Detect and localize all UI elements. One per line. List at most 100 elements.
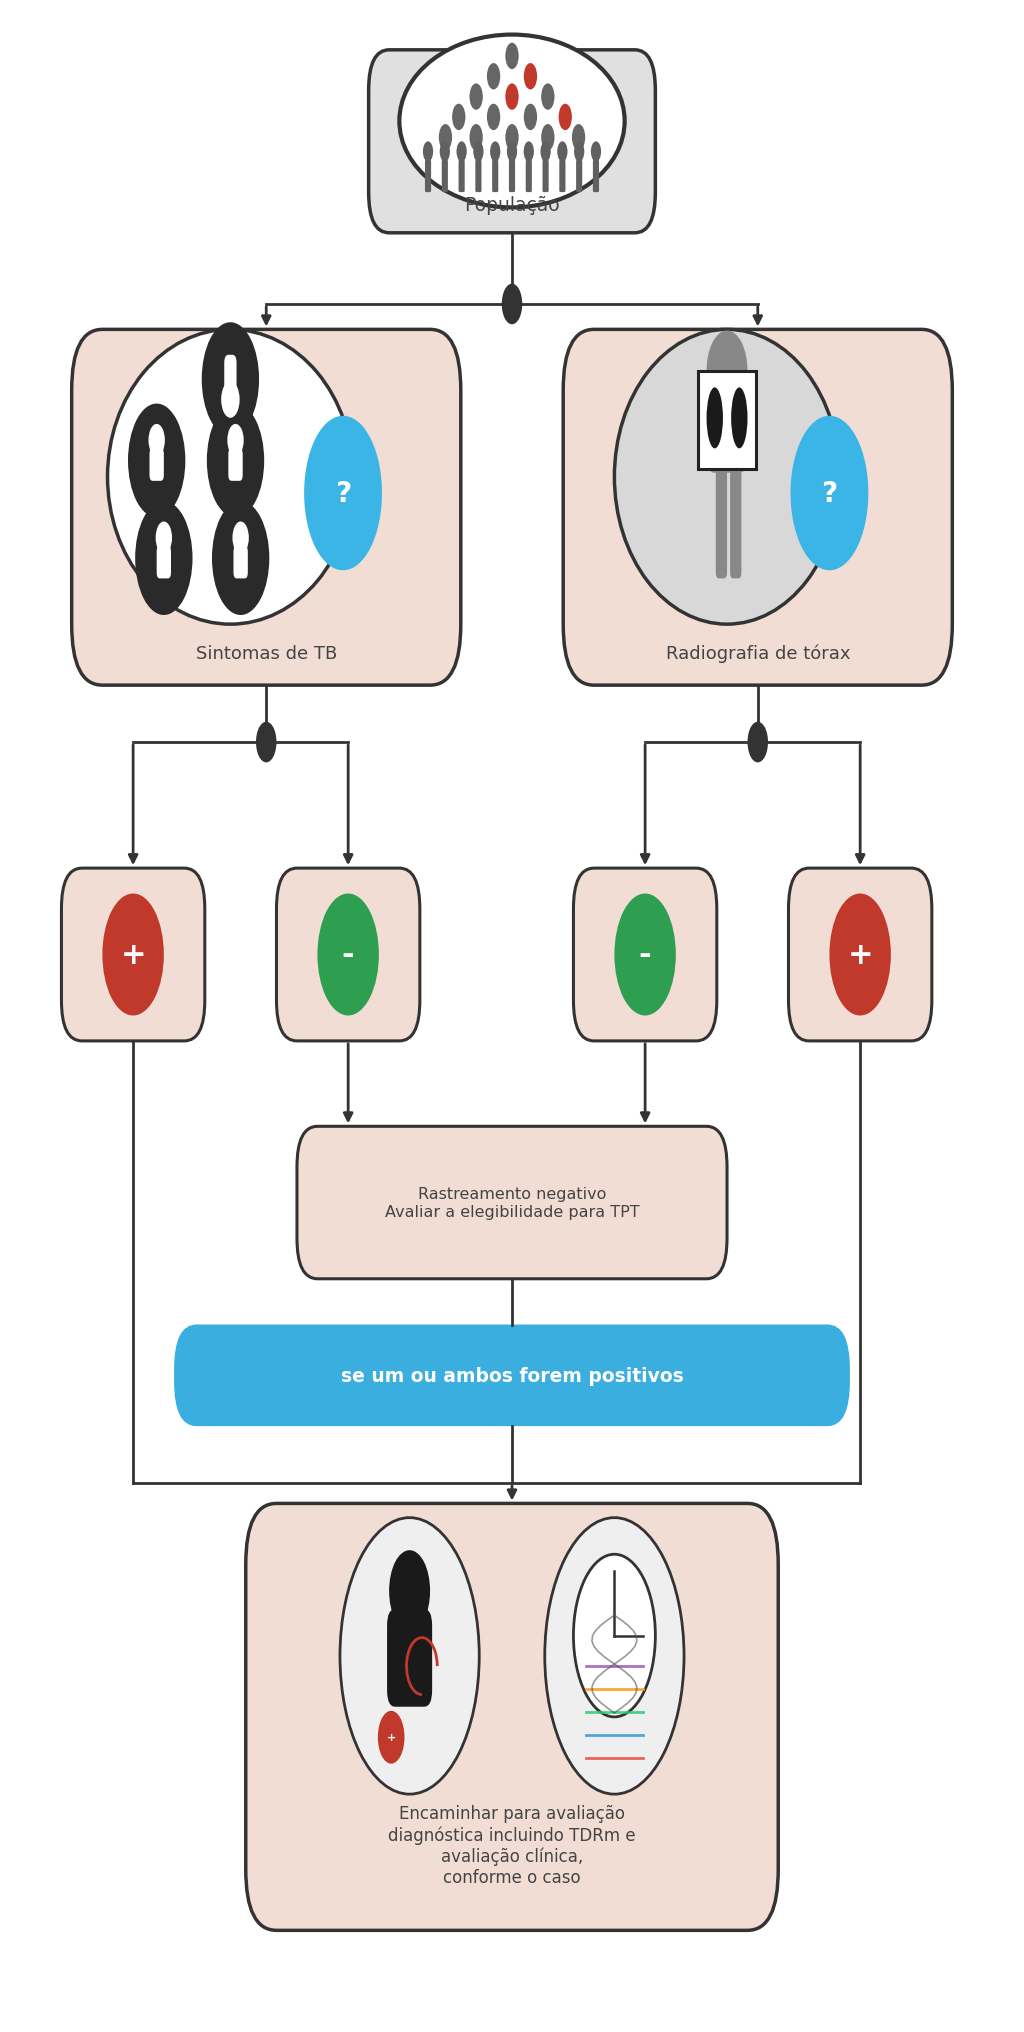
Circle shape bbox=[438, 124, 453, 150]
Circle shape bbox=[232, 522, 249, 555]
Circle shape bbox=[506, 43, 518, 69]
FancyBboxPatch shape bbox=[276, 870, 420, 1040]
Circle shape bbox=[574, 142, 585, 163]
Circle shape bbox=[506, 124, 518, 150]
FancyBboxPatch shape bbox=[509, 161, 515, 193]
Ellipse shape bbox=[399, 35, 625, 207]
FancyBboxPatch shape bbox=[577, 161, 583, 193]
Ellipse shape bbox=[108, 329, 353, 624]
Circle shape bbox=[507, 142, 517, 163]
Text: ?: ? bbox=[821, 480, 838, 508]
Circle shape bbox=[469, 124, 483, 150]
FancyBboxPatch shape bbox=[525, 161, 531, 193]
Text: +: + bbox=[847, 941, 873, 969]
Circle shape bbox=[227, 425, 244, 457]
FancyBboxPatch shape bbox=[475, 161, 481, 193]
Circle shape bbox=[473, 142, 483, 163]
Circle shape bbox=[591, 142, 601, 163]
Circle shape bbox=[256, 723, 276, 762]
Text: ?: ? bbox=[335, 480, 351, 508]
Circle shape bbox=[221, 382, 240, 419]
Text: População: População bbox=[464, 195, 560, 215]
Circle shape bbox=[557, 142, 567, 163]
Circle shape bbox=[389, 1550, 430, 1632]
FancyBboxPatch shape bbox=[563, 331, 952, 687]
FancyBboxPatch shape bbox=[369, 51, 655, 234]
FancyBboxPatch shape bbox=[441, 161, 447, 193]
FancyBboxPatch shape bbox=[709, 388, 745, 473]
Circle shape bbox=[506, 83, 518, 110]
Circle shape bbox=[524, 104, 537, 130]
FancyBboxPatch shape bbox=[425, 161, 431, 193]
Circle shape bbox=[487, 63, 500, 89]
Circle shape bbox=[748, 723, 768, 762]
FancyBboxPatch shape bbox=[573, 870, 717, 1040]
Circle shape bbox=[542, 124, 555, 150]
FancyBboxPatch shape bbox=[61, 870, 205, 1040]
Ellipse shape bbox=[707, 388, 723, 449]
Text: -: - bbox=[639, 941, 651, 969]
FancyBboxPatch shape bbox=[157, 547, 171, 579]
Circle shape bbox=[490, 142, 501, 163]
Circle shape bbox=[202, 323, 259, 437]
FancyBboxPatch shape bbox=[174, 1325, 850, 1426]
FancyBboxPatch shape bbox=[559, 161, 565, 193]
FancyBboxPatch shape bbox=[233, 547, 248, 579]
Text: +: + bbox=[386, 1733, 396, 1741]
FancyBboxPatch shape bbox=[716, 469, 727, 579]
Circle shape bbox=[128, 404, 185, 518]
Circle shape bbox=[791, 417, 868, 571]
Circle shape bbox=[541, 142, 551, 163]
FancyBboxPatch shape bbox=[543, 161, 549, 193]
Circle shape bbox=[304, 417, 382, 571]
FancyBboxPatch shape bbox=[228, 449, 243, 482]
Circle shape bbox=[457, 142, 467, 163]
Text: Encaminhar para avaliação
diagnóstica incluindo TDRm e
avaliação clínica,
confor: Encaminhar para avaliação diagnóstica in… bbox=[388, 1804, 636, 1886]
Circle shape bbox=[707, 331, 748, 412]
Circle shape bbox=[469, 83, 483, 110]
Circle shape bbox=[212, 502, 269, 616]
Circle shape bbox=[102, 894, 164, 1016]
Text: Rastreamento negativo
Avaliar a elegibilidade para TPT: Rastreamento negativo Avaliar a elegibil… bbox=[385, 1187, 639, 1219]
Circle shape bbox=[135, 502, 193, 616]
Circle shape bbox=[829, 894, 891, 1016]
Text: Sintomas de TB: Sintomas de TB bbox=[196, 644, 337, 662]
Text: Radiografia de tórax: Radiografia de tórax bbox=[666, 644, 850, 662]
Circle shape bbox=[573, 1554, 655, 1717]
FancyBboxPatch shape bbox=[246, 1504, 778, 1930]
Circle shape bbox=[423, 142, 433, 163]
FancyBboxPatch shape bbox=[788, 870, 932, 1040]
Circle shape bbox=[487, 104, 500, 130]
Circle shape bbox=[545, 1518, 684, 1794]
Ellipse shape bbox=[614, 329, 840, 624]
Ellipse shape bbox=[731, 388, 748, 449]
Circle shape bbox=[614, 894, 676, 1016]
Text: -: - bbox=[342, 941, 354, 969]
Circle shape bbox=[317, 894, 379, 1016]
FancyBboxPatch shape bbox=[297, 1126, 727, 1280]
Circle shape bbox=[340, 1518, 479, 1794]
Circle shape bbox=[207, 404, 264, 518]
Circle shape bbox=[571, 124, 585, 150]
FancyBboxPatch shape bbox=[387, 1609, 432, 1707]
Text: se um ou ambos forem positivos: se um ou ambos forem positivos bbox=[341, 1366, 683, 1386]
Circle shape bbox=[439, 142, 450, 163]
Circle shape bbox=[542, 83, 555, 110]
Circle shape bbox=[378, 1711, 404, 1764]
Circle shape bbox=[453, 104, 465, 130]
FancyBboxPatch shape bbox=[593, 161, 599, 193]
FancyBboxPatch shape bbox=[459, 161, 465, 193]
FancyBboxPatch shape bbox=[730, 469, 741, 579]
FancyBboxPatch shape bbox=[72, 331, 461, 687]
Circle shape bbox=[148, 425, 165, 457]
Text: +: + bbox=[120, 941, 146, 969]
Circle shape bbox=[502, 284, 522, 325]
FancyBboxPatch shape bbox=[698, 372, 756, 469]
FancyBboxPatch shape bbox=[224, 356, 237, 400]
Circle shape bbox=[559, 104, 571, 130]
Circle shape bbox=[524, 63, 537, 89]
FancyBboxPatch shape bbox=[150, 449, 164, 482]
Circle shape bbox=[523, 142, 534, 163]
FancyBboxPatch shape bbox=[493, 161, 499, 193]
Circle shape bbox=[156, 522, 172, 555]
